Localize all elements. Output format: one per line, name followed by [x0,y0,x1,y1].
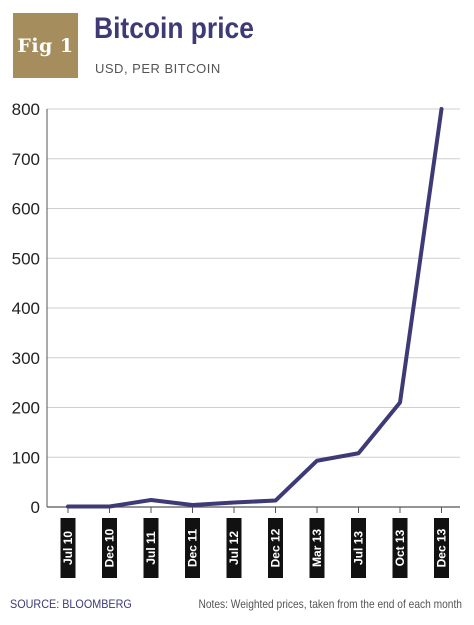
x-tick-box [102,518,117,578]
x-tick-text: Dec 10 [103,528,117,567]
x-tick-label: Oct 13 [392,507,408,578]
x-tick-label: Dec 13 [434,507,449,578]
series-layer [66,107,444,509]
figure-badge: Fig 1 [13,13,78,78]
x-tick-box [185,518,200,578]
x-tick-text: Dec 11 [186,529,200,567]
x-tick-text: Mar 13 [310,529,324,567]
x-tick-text: Jul 11 [144,531,158,565]
y-tick-label: 600 [12,200,40,219]
grid-lines [46,108,460,508]
x-tick-label: Jul 11 [143,507,159,578]
x-tick-box [351,518,366,578]
y-tick-label: 0 [31,498,40,517]
x-tick-box [226,518,242,578]
x-tick-box [143,518,159,578]
x-tick-box [309,518,325,578]
x-tick-text: Dec 13 [435,528,449,567]
x-tick-label: Dec 10 [102,507,117,578]
y-tick-label: 500 [12,249,40,268]
x-tick-text: Dec 12 [269,528,283,567]
x-tick-label: Jul 10 [60,507,76,578]
x-tick-label: Dec 11 [185,507,200,578]
y-tick-label: 200 [12,399,40,418]
x-tick-text: Jul 10 [61,531,75,565]
x-tick-box [268,518,283,578]
y-tick-label: 700 [12,150,40,169]
x-tick-label: Dec 12 [268,507,283,578]
source-note: SOURCE: BLOOMBERG [10,597,132,611]
x-tick-box [434,518,449,578]
chart-subtitle: USD, PER BITCOIN [95,61,221,76]
x-tick-label: Mar 13 [309,507,325,578]
x-tick-label: Jul 12 [226,507,242,578]
x-tick-box [392,518,408,578]
x-tick-text: Jul 13 [352,531,366,565]
y-tick-label: 400 [12,299,40,318]
x-axis-ticks: Jul 10 Dec 10 Jul 11 Dec 11 Jul 12 Dec 12 Mar … [60,507,449,578]
chart-title: Bitcoin price [94,12,254,45]
y-axis-ticks: 0 100 200 300 400 500 600 700 800 [12,100,40,517]
chart-notes: Notes: Weighted prices, taken from the e… [198,597,462,611]
x-tick-box [60,518,76,578]
x-tick-text: Oct 13 [393,529,407,566]
y-tick-label: 100 [12,448,40,467]
x-tick-label: Jul 13 [351,507,366,578]
y-tick-label: 300 [12,349,40,368]
y-tick-label: 800 [12,100,40,119]
x-tick-text: Jul 12 [227,531,241,565]
series-line [66,107,444,509]
